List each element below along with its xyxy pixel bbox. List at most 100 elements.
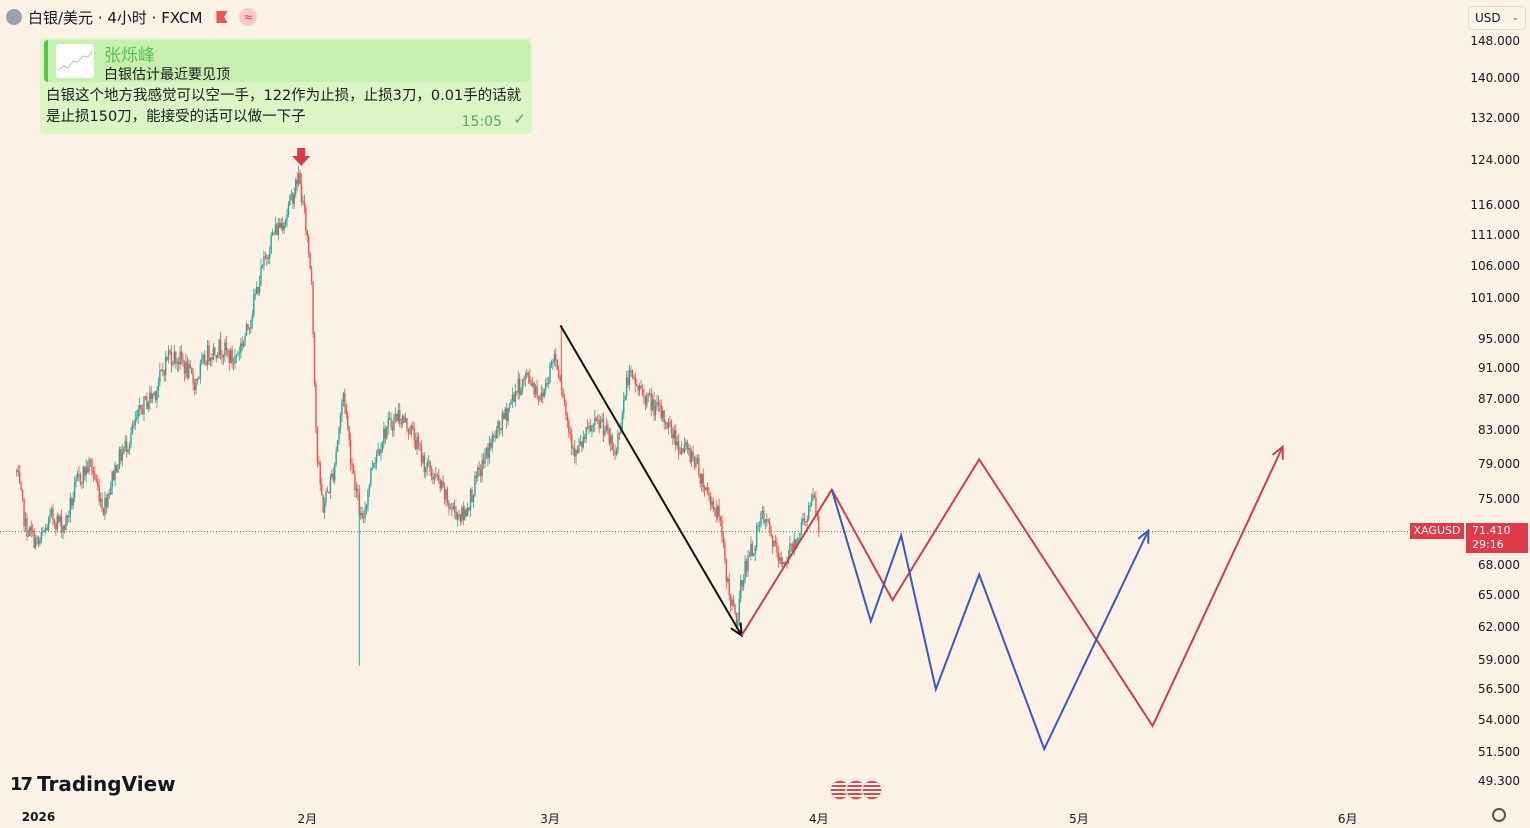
candle-body — [338, 427, 340, 441]
candle-body — [755, 526, 758, 548]
symbol-title[interactable]: 白银/美元 · 4小时 · FXCM — [28, 8, 203, 27]
settings-gear-icon[interactable] — [1492, 808, 1506, 822]
candle-body — [553, 353, 556, 362]
price-axis-label: 111.000 — [1470, 227, 1520, 242]
candle-body — [416, 436, 418, 450]
drawing-line[interactable] — [830, 489, 1150, 752]
candle-body — [507, 408, 509, 422]
candle-body — [121, 452, 124, 461]
candle-body — [216, 355, 219, 359]
candle-body — [329, 477, 332, 493]
candle-body — [727, 578, 729, 582]
drawing-line[interactable] — [740, 446, 1284, 729]
candle-body — [68, 515, 70, 518]
candle-body — [790, 543, 793, 545]
candle-body — [114, 464, 116, 481]
candle-body — [134, 419, 137, 426]
drawing-line[interactable] — [559, 324, 743, 636]
candle-body — [695, 462, 697, 467]
check-icon: ✓ — [513, 110, 526, 128]
candle-body — [371, 467, 373, 469]
candle-body — [650, 393, 652, 410]
quoted-message[interactable]: 张烁峰 白银估计最近要见顶 — [44, 40, 530, 83]
candle-body — [711, 501, 713, 506]
candle-body — [601, 418, 603, 421]
candle-body — [692, 451, 694, 458]
candles — [16, 165, 820, 630]
candle-body — [673, 430, 675, 439]
candle-body — [501, 413, 504, 431]
candle-body — [209, 358, 212, 362]
candle-body — [65, 515, 67, 531]
candle-body — [336, 440, 339, 452]
candle-body — [225, 342, 228, 351]
candle-body — [466, 507, 469, 516]
candle-body — [754, 547, 756, 554]
candle-body — [169, 350, 171, 353]
economic-events[interactable] — [830, 780, 882, 800]
candle-body — [59, 516, 61, 522]
candle-body — [160, 369, 163, 371]
candle-body — [321, 484, 323, 496]
candle-body — [422, 455, 424, 463]
price-axis-label: 140.000 — [1470, 71, 1520, 86]
candle-body — [313, 333, 316, 384]
candle-body — [192, 373, 194, 384]
candle-body — [420, 446, 423, 463]
candle-body — [72, 497, 74, 506]
candle-body — [271, 232, 274, 236]
candle-body — [575, 450, 577, 457]
currency-select[interactable]: USD ⌄ — [1468, 6, 1526, 30]
candle-body — [323, 502, 326, 513]
candle-body — [17, 470, 19, 473]
candle-body — [62, 525, 64, 533]
candle-body — [740, 580, 742, 599]
candle-body — [552, 361, 554, 363]
candle-body — [163, 370, 165, 376]
candle-body — [533, 382, 535, 395]
candle-body — [326, 491, 329, 493]
candle-body — [110, 486, 112, 495]
candle-body — [92, 471, 95, 474]
candle-body — [179, 351, 181, 365]
candle-body — [669, 421, 671, 423]
candle-body — [305, 206, 307, 230]
candle-body — [494, 435, 496, 439]
us-flag-icon[interactable] — [862, 780, 882, 800]
candle-body — [703, 487, 706, 490]
candle-body — [566, 414, 569, 422]
candle-body — [539, 399, 541, 401]
candle-body — [562, 389, 564, 398]
candle-body — [170, 352, 173, 365]
candle-body — [79, 474, 82, 484]
candle-body — [310, 269, 313, 282]
tradingview-logo[interactable]: 17 TradingView — [10, 772, 176, 796]
candle-body — [91, 459, 93, 472]
candle-body — [133, 424, 135, 426]
candle-body — [495, 430, 498, 439]
candle-body — [322, 495, 324, 513]
candle-body — [344, 393, 346, 407]
candle-body — [453, 505, 456, 512]
candle-body — [805, 521, 807, 523]
flag-icon[interactable] — [216, 11, 228, 23]
candle-body — [339, 415, 342, 428]
candle-body — [576, 450, 579, 453]
candle-body — [384, 428, 386, 439]
candle-body — [55, 523, 57, 530]
candle-body — [676, 441, 678, 446]
wave-icon[interactable]: ≈ — [239, 8, 258, 26]
price-axis-label: 106.000 — [1470, 258, 1520, 273]
quoted-text: 白银估计最近要见顶 — [104, 67, 230, 83]
candle-body — [628, 370, 631, 385]
candle-body — [254, 294, 256, 296]
candle-body — [302, 200, 304, 203]
candle-body — [516, 391, 518, 393]
candle-body — [490, 442, 492, 448]
candle-body — [429, 461, 431, 472]
candle-body — [21, 489, 24, 499]
candle-body — [26, 518, 28, 537]
candle-body — [719, 516, 722, 521]
candle-body — [611, 435, 613, 451]
